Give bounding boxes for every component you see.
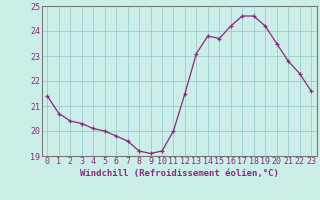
X-axis label: Windchill (Refroidissement éolien,°C): Windchill (Refroidissement éolien,°C): [80, 169, 279, 178]
